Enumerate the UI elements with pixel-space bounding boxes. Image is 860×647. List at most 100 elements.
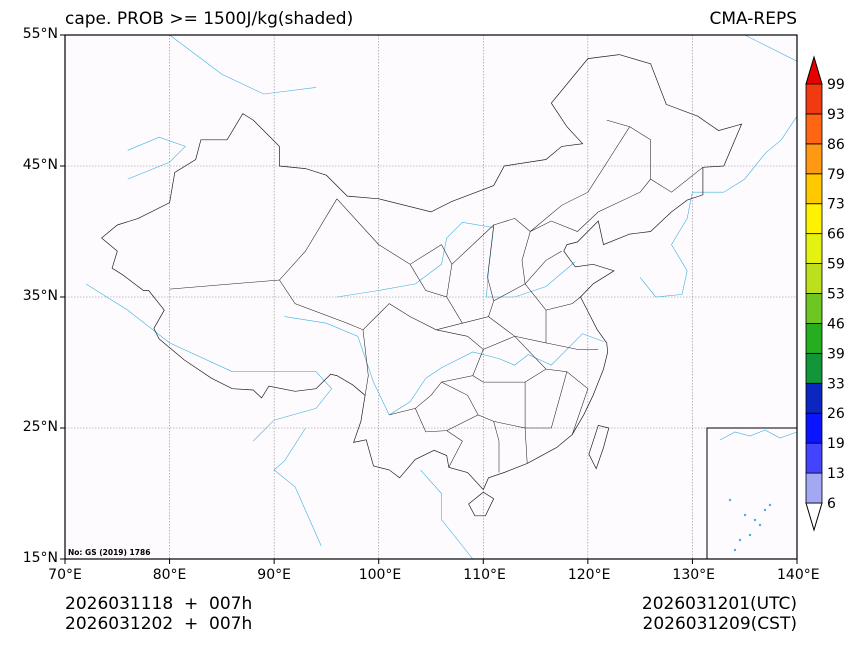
river-or-coast: [273, 427, 322, 547]
lat-tick-label: 55°N: [22, 26, 58, 42]
colorbar-bin: [805, 203, 823, 235]
colorbar-bin: [805, 472, 823, 504]
colorbar-bin: [805, 323, 823, 354]
lat-tick-label: 15°N: [22, 550, 58, 566]
colorbar-bin: [805, 293, 823, 324]
colorbar-label: 46: [827, 316, 845, 332]
lon-tick-label: 110°E: [463, 567, 506, 583]
river-or-coast: [85, 283, 333, 442]
lon-tick-label: 90°E: [257, 567, 291, 583]
colorbar-over-triangle: [805, 55, 823, 85]
inset-island: [763, 508, 767, 512]
graticule: [65, 35, 797, 559]
inset-island: [758, 523, 762, 527]
lon-tick-label: 120°E: [567, 567, 611, 583]
colorbar-bin: [805, 173, 823, 205]
colorbar-bin: [805, 233, 823, 264]
inset-coastline: [719, 429, 798, 441]
lat-tick-label: 35°N: [22, 288, 58, 304]
inset-island: [733, 548, 737, 552]
inset-island: [768, 503, 772, 507]
rivers-coastline: [85, 34, 798, 560]
river-or-coast: [639, 116, 798, 298]
river-or-coast: [284, 316, 604, 416]
province-boundary: [472, 335, 547, 383]
inset-island: [753, 518, 757, 522]
inset-island: [748, 533, 752, 537]
colorbar-label: 79: [827, 167, 845, 183]
lon-tick-label: 70°E: [48, 567, 82, 583]
colorbar-label: 59: [827, 257, 845, 273]
province-boundary: [446, 430, 463, 468]
valid-cst: 2026031209(CST): [642, 614, 797, 634]
province-boundary: [415, 381, 479, 433]
inset-island: [738, 538, 742, 542]
colorbar: 6 13 19 26 33 39 46 53 59 66 73 79 86 93 99: [805, 55, 845, 532]
map-title: cape. PROB >= 1500J/kg(shaded): [65, 9, 354, 29]
colorbar-label: 6: [827, 496, 836, 512]
province-boundary: [530, 119, 651, 232]
inset-islands: [719, 429, 798, 552]
colorbar-bin: [805, 382, 823, 414]
china-borders: [101, 54, 743, 517]
lon-tick-label: 100°E: [358, 567, 402, 583]
lat-tick-label: 45°N: [22, 157, 58, 173]
colorbar-label: 99: [827, 77, 845, 93]
province-boundary: [336, 198, 463, 331]
init-time-block: 2026031118 + 007h 2026031202 + 007h: [65, 594, 252, 634]
colorbar-label: 39: [827, 346, 845, 362]
inset-island: [743, 513, 747, 517]
colorbar-bin: [805, 113, 823, 145]
province-boundary: [566, 371, 589, 435]
colorbar-under-triangle: [805, 502, 823, 532]
province-boundary: [493, 218, 531, 302]
colorbar-bin: [805, 143, 823, 175]
colorbar-label: 26: [827, 406, 845, 422]
river-or-coast: [169, 34, 317, 95]
axis-ticks: [60, 34, 798, 564]
south-china-sea-inset: [706, 427, 798, 560]
river-or-coast: [420, 469, 474, 560]
lon-tick-label: 130°E: [672, 567, 715, 583]
colorbar-label: 86: [827, 137, 845, 153]
taiwan-outline: [588, 424, 610, 470]
colorbar-bin: [805, 352, 823, 384]
init-utc: 2026031118 + 007h: [65, 594, 253, 614]
province-boundary: [545, 296, 581, 311]
valid-utc: 2026031201(UTC): [641, 594, 797, 614]
colorbar-bin: [805, 442, 823, 474]
province-boundary: [451, 224, 495, 324]
province-boundary: [650, 167, 704, 193]
model-source: CMA-REPS: [709, 9, 797, 29]
hainan-outline: [468, 491, 495, 517]
province-boundary: [279, 279, 369, 396]
map-approval-number: No: GS (2019) 1786: [68, 548, 150, 557]
colorbar-label: 13: [827, 466, 845, 482]
colorbar-bin: [805, 412, 823, 444]
lon-tick-label: 140°E: [777, 567, 820, 583]
colorbar-label: 93: [827, 107, 845, 123]
province-boundary: [524, 250, 562, 285]
river-or-coast: [336, 221, 576, 298]
lon-tick-label: 80°E: [152, 567, 187, 583]
colorbar-bin: [805, 263, 823, 294]
colorbar-label: 66: [827, 227, 845, 243]
china-outline: [101, 54, 743, 491]
province-boundary: [530, 126, 630, 232]
province-boundary: [545, 342, 599, 350]
inset-island: [728, 498, 732, 502]
province-boundary: [409, 244, 453, 298]
province-boundary: [493, 421, 500, 473]
river-or-coast: [127, 136, 186, 180]
valid-time-block: 2026031201(UTC) 2026031209(CST): [642, 594, 797, 634]
colorbar-label: 53: [827, 287, 845, 303]
init-cst: 2026031202 + 007h: [65, 614, 253, 634]
lat-tick-label: 25°N: [22, 419, 58, 435]
province-boundary: [524, 368, 568, 464]
colorbar-label: 19: [827, 436, 845, 452]
colorbar-label: 73: [827, 197, 845, 213]
colorbar-label: 33: [827, 376, 845, 392]
province-boundary: [389, 329, 484, 416]
